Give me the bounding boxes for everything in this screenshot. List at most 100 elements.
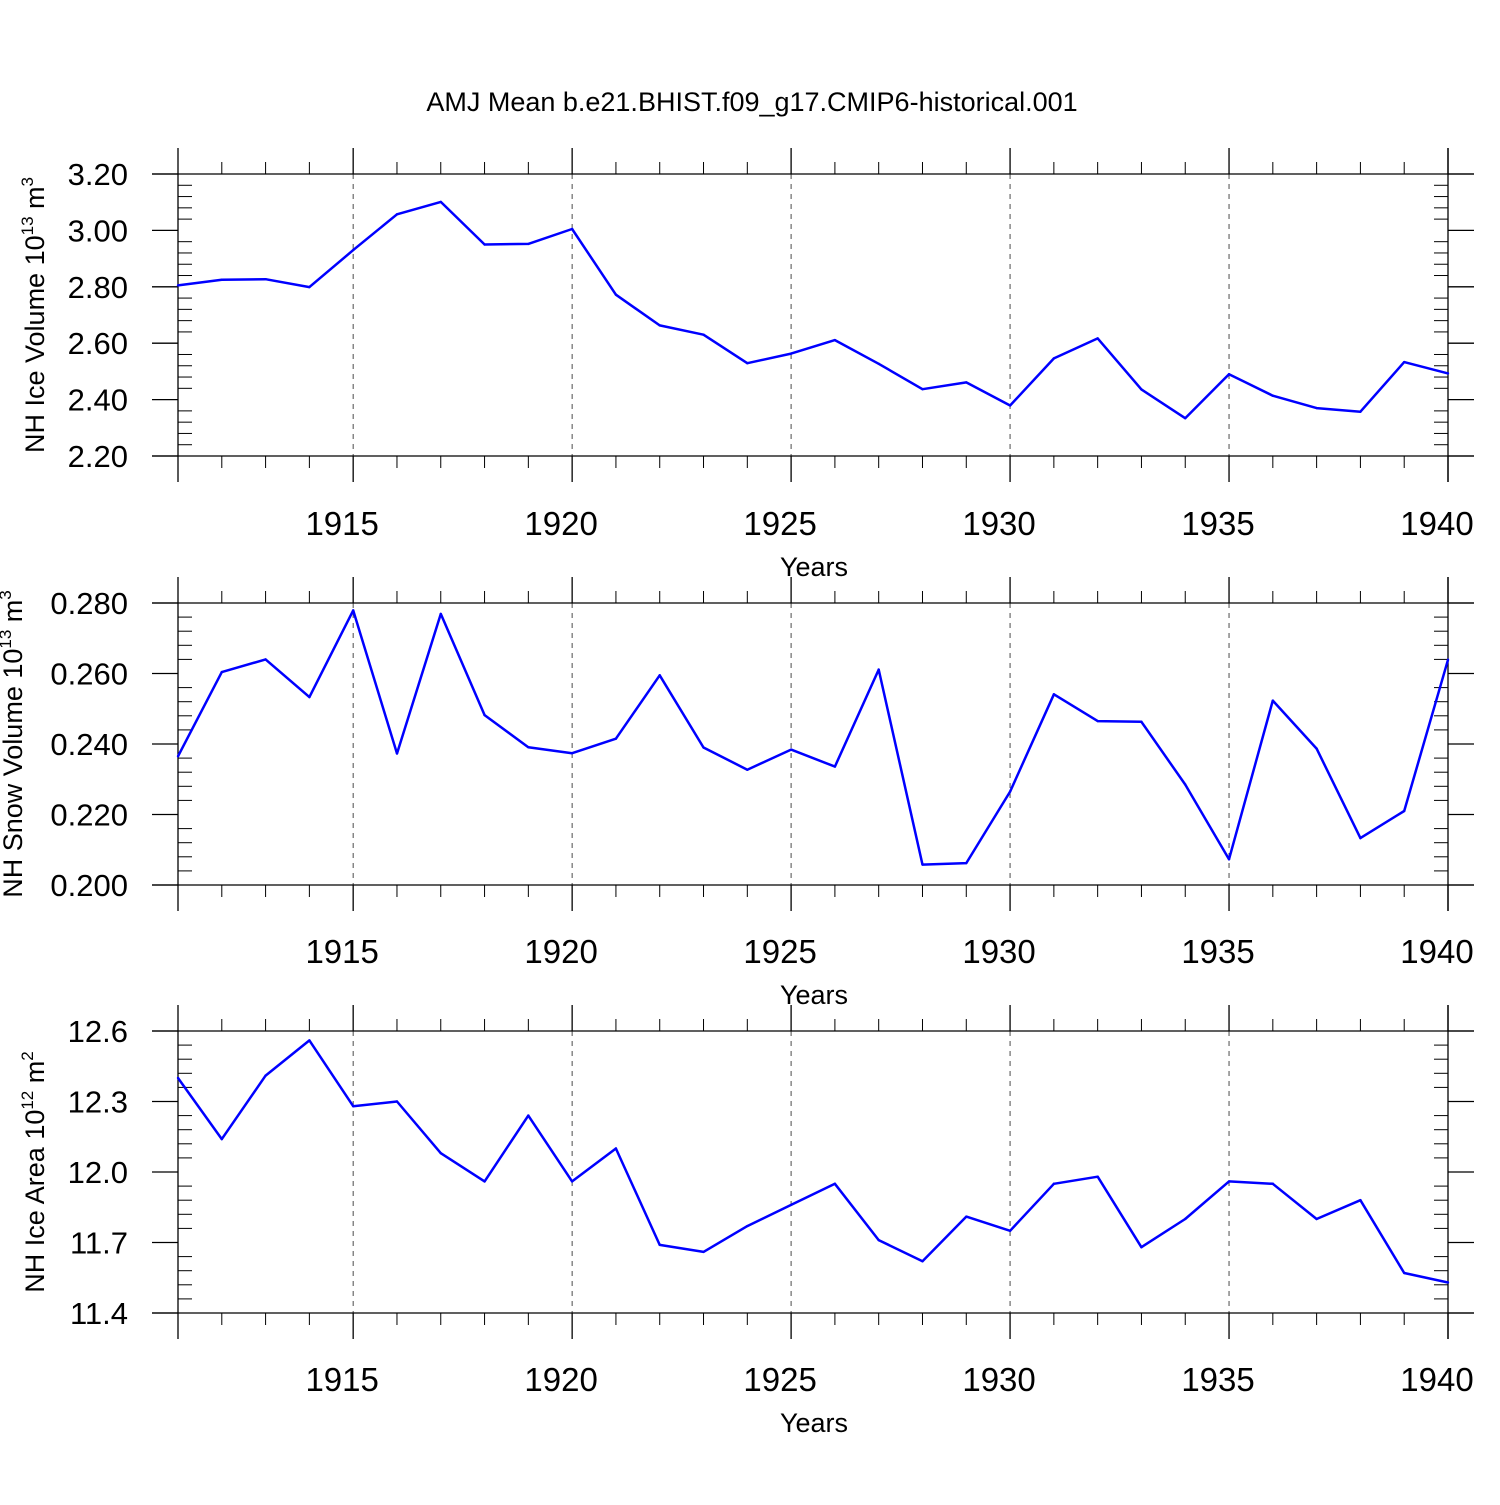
data-point	[483, 713, 486, 717]
data-point	[527, 242, 530, 246]
data-point	[1052, 1182, 1056, 1185]
x-tick-label: 1920	[524, 505, 597, 542]
x-tick-label: 1940	[1400, 1361, 1473, 1398]
y-axis-label: NH Snow Volume 1013 m3	[0, 590, 28, 898]
y-tick-label: 11.7	[70, 1226, 128, 1261]
data-point	[789, 748, 793, 751]
data-point	[877, 668, 880, 671]
x-tick-label: 1915	[305, 505, 378, 542]
data-point	[264, 277, 267, 281]
data-point	[264, 658, 267, 661]
data-point	[570, 1180, 574, 1183]
data-point	[921, 1260, 924, 1263]
chart-panel-2: 0.200 0.220 0.240 0.260 0.280 1915 1920 1925 193…	[0, 577, 1474, 1010]
data-point	[483, 1180, 486, 1183]
data-point	[1140, 388, 1143, 391]
x-tick-label: 1915	[305, 1361, 378, 1398]
data-point	[570, 227, 574, 231]
data-point	[527, 1114, 530, 1117]
data-point	[1446, 658, 1450, 661]
data-point	[1052, 693, 1056, 696]
chart-panel-1: 2.20 2.40 2.60 2.80 3.00 3.20 1915 1920 1925 1930…	[18, 148, 1474, 582]
data-point	[1446, 372, 1450, 375]
x-tick-label: 1940	[1400, 505, 1473, 542]
chart-title: AMJ Mean b.e21.BHIST.f09_g17.CMIP6-histo…	[426, 87, 1077, 117]
x-tick-label: 1915	[305, 933, 378, 970]
data-point	[702, 333, 705, 336]
series-line	[176, 1039, 1449, 1284]
data-point	[1359, 410, 1362, 413]
data-point	[308, 1039, 311, 1042]
x-tick-label: 1935	[1181, 933, 1254, 970]
x-tick-label: 1940	[1400, 933, 1473, 970]
data-point	[527, 745, 530, 749]
data-point	[877, 362, 880, 365]
data-point	[176, 1076, 180, 1080]
data-point	[439, 200, 442, 204]
data-point	[1403, 809, 1406, 813]
data-point	[1184, 783, 1187, 786]
series-line	[176, 609, 1450, 866]
data-point	[1446, 1281, 1450, 1284]
y-tick-label: 12.0	[68, 1155, 128, 1190]
data-point	[176, 284, 180, 287]
y-tick-label: 11.4	[70, 1296, 128, 1331]
data-point	[220, 1137, 223, 1141]
y-tick-label: 0.260	[50, 657, 128, 692]
data-point	[965, 861, 968, 865]
x-tick-label: 1920	[524, 933, 597, 970]
x-axis-label: Years	[780, 980, 848, 1010]
data-point	[833, 765, 837, 768]
data-point	[1008, 1229, 1012, 1232]
x-tick-label: 1930	[962, 933, 1035, 970]
x-axis-label: Years	[780, 552, 848, 582]
data-point	[1184, 417, 1187, 420]
y-axis-label: NH Ice Area 1012 m2	[18, 1051, 50, 1292]
data-point	[483, 243, 486, 246]
x-tick-label: 1930	[962, 505, 1035, 542]
y-axis-label: NH Ice Volume 1013 m3	[18, 177, 50, 453]
data-point	[658, 674, 661, 677]
data-point	[1403, 360, 1406, 364]
y-tick-label: 2.40	[68, 383, 128, 418]
data-point	[1271, 699, 1275, 702]
data-point	[1315, 1217, 1318, 1221]
data-point	[1315, 406, 1318, 410]
data-point	[965, 1215, 968, 1218]
data-point	[1227, 373, 1231, 376]
data-point	[921, 863, 924, 866]
data-point	[877, 1238, 880, 1242]
data-point	[614, 293, 618, 296]
data-point	[395, 1100, 399, 1103]
data-point	[1008, 790, 1012, 793]
x-tick-label: 1935	[1181, 505, 1254, 542]
data-point	[439, 612, 442, 616]
data-point	[702, 1250, 705, 1254]
y-tick-label: 0.280	[50, 586, 128, 621]
y-tick-label: 12.6	[68, 1014, 128, 1049]
data-point	[965, 381, 968, 384]
y-tick-label: 2.20	[68, 439, 128, 474]
data-point	[746, 362, 749, 365]
data-point	[1052, 357, 1056, 360]
data-point	[1315, 747, 1318, 750]
data-point	[1184, 1217, 1187, 1221]
data-point	[351, 1105, 355, 1108]
data-point	[789, 352, 793, 355]
data-point	[308, 695, 311, 699]
data-point	[1140, 720, 1143, 723]
data-point	[308, 285, 311, 289]
data-point	[1096, 1175, 1099, 1178]
y-tick-label: 0.220	[50, 798, 128, 833]
data-point	[1008, 404, 1012, 407]
data-point	[264, 1074, 267, 1077]
data-point	[1271, 394, 1275, 397]
data-point	[746, 1224, 749, 1228]
data-point	[833, 1182, 837, 1185]
chart-panel-3: 11.4 11.7 12.0 12.3 12.6 1915 1920 1925 1930 1935…	[18, 1005, 1474, 1438]
data-point	[220, 670, 223, 674]
data-point	[351, 248, 355, 252]
data-point	[921, 387, 924, 391]
data-point	[833, 338, 837, 342]
